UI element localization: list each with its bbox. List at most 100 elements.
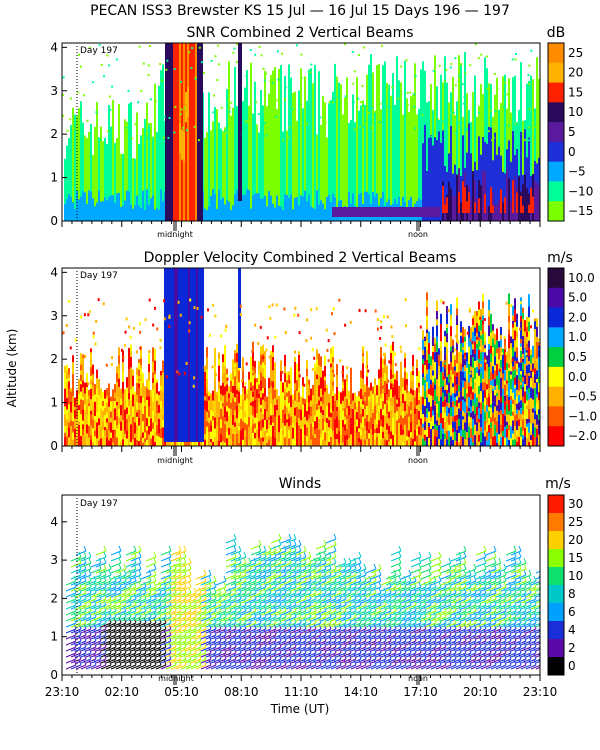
- doppler-cell: [514, 399, 516, 407]
- doppler-cell: [420, 396, 422, 402]
- doppler-cell: [468, 396, 470, 408]
- doppler-cell: [154, 431, 156, 439]
- snr-cell: [432, 145, 434, 221]
- wind-barb: [105, 658, 117, 664]
- wind-barb: [183, 557, 187, 564]
- wind-barb: [75, 586, 87, 592]
- doppler-cell: [454, 385, 456, 394]
- doppler-cell: [442, 386, 444, 393]
- doppler-cell: [292, 438, 294, 446]
- snr-cell: [416, 207, 418, 217]
- doppler-cell: [488, 424, 490, 433]
- snr-cell: [474, 180, 476, 221]
- doppler-cell: [350, 393, 352, 405]
- doppler-cell: [114, 401, 116, 409]
- wind-barb: [160, 604, 172, 610]
- doppler-cell: [380, 419, 382, 426]
- doppler-cell: [404, 435, 406, 446]
- wind-barb: [193, 641, 197, 648]
- wind-barb: [170, 628, 182, 634]
- doppler-cell: [316, 437, 318, 446]
- doppler-cell: [500, 410, 502, 415]
- snr-cell: [413, 105, 416, 108]
- snr-cell: [110, 195, 112, 221]
- snr-cell: [240, 199, 242, 221]
- wind-barb: [88, 587, 92, 594]
- doppler-cell: [428, 381, 430, 389]
- doppler-cell: [214, 432, 216, 437]
- wind-barb: [83, 599, 87, 606]
- wind-barb: [118, 653, 122, 660]
- doppler-cell: [284, 391, 286, 396]
- doppler-cell: [220, 434, 222, 443]
- doppler-cell: [152, 372, 154, 378]
- doppler-cell: [392, 397, 394, 407]
- doppler-cell: [316, 403, 318, 410]
- wind-barb: [138, 647, 142, 654]
- snr-cell: [496, 77, 498, 221]
- doppler-cell: [404, 424, 406, 436]
- wind-barb: [150, 610, 162, 616]
- doppler-cell: [344, 408, 346, 417]
- doppler-cell: [300, 435, 302, 441]
- doppler-cell: [254, 373, 256, 379]
- doppler-cell: [330, 398, 332, 404]
- doppler-cell: [352, 409, 354, 418]
- wind-barb: [95, 634, 107, 640]
- doppler-cell: [494, 435, 496, 446]
- wind-barb: [120, 622, 132, 628]
- wind-barb: [143, 641, 147, 648]
- doppler-cell: [196, 268, 198, 442]
- snr-cell: [96, 102, 98, 221]
- doppler-cell: [536, 394, 538, 398]
- wind-barb: [158, 611, 162, 618]
- wind-barb: [75, 604, 87, 610]
- doppler-cell: [468, 386, 470, 397]
- doppler-cell: [496, 393, 498, 397]
- doppler-cell: [334, 430, 336, 440]
- doppler-cell: [360, 398, 362, 407]
- snr-cell: [354, 122, 356, 221]
- wind-barb: [75, 610, 87, 616]
- snr-cell: [429, 122, 432, 125]
- wind-barb: [70, 574, 82, 580]
- snr-cell: [404, 60, 406, 221]
- doppler-colorbar-frame: [547, 267, 565, 447]
- snr-cell: [165, 68, 168, 71]
- doppler-cell: [475, 336, 478, 340]
- doppler-cell: [358, 411, 360, 419]
- doppler-cell: [336, 427, 338, 434]
- wind-barb: [200, 646, 212, 652]
- doppler-cell: [241, 379, 244, 383]
- snr-cell: [276, 99, 279, 102]
- snr-cell: [268, 93, 270, 221]
- wind-barb: [203, 611, 207, 618]
- doppler-cell: [240, 440, 242, 446]
- doppler-cell: [348, 402, 350, 406]
- doppler-cell: [140, 417, 142, 427]
- doppler-cell: [152, 377, 154, 383]
- snr-cell: [455, 136, 458, 139]
- doppler-cell: [504, 426, 506, 438]
- doppler-cell: [68, 404, 70, 412]
- doppler-cell: [278, 441, 280, 446]
- snr-cell: [486, 55, 489, 58]
- doppler-cell: [464, 381, 466, 389]
- doppler-cell: [96, 405, 98, 413]
- doppler-cell: [318, 418, 320, 423]
- wind-barb: [123, 659, 127, 666]
- doppler-cell: [298, 331, 301, 335]
- doppler-cell: [214, 373, 217, 377]
- doppler-cell: [532, 408, 534, 413]
- doppler-cell: [288, 418, 290, 427]
- doppler-cell: [154, 422, 156, 432]
- wind-barb: [125, 598, 137, 604]
- wind-barb: [138, 599, 142, 606]
- doppler-cell: [406, 436, 408, 441]
- doppler-cell: [448, 437, 450, 446]
- wind-barb: [178, 647, 182, 654]
- snr-cell: [74, 209, 76, 221]
- snr-cell: [136, 112, 138, 221]
- doppler-cell: [140, 353, 142, 359]
